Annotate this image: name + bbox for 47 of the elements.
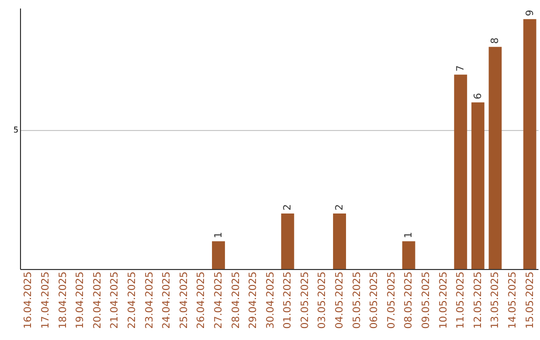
x-tick-label: 13.05.2025 [490, 272, 502, 329]
x-tick-label: 12.05.2025 [472, 272, 484, 329]
x-tick-label: 23.04.2025 [144, 272, 156, 329]
bar [488, 46, 502, 269]
x-tick-label: 18.04.2025 [58, 272, 69, 329]
x-tick-label: 07.05.2025 [386, 272, 398, 329]
x-tick-label: 25.04.2025 [178, 272, 190, 329]
bar [333, 213, 346, 269]
x-tick-label: 11.05.2025 [456, 272, 467, 329]
bar [454, 74, 468, 269]
x-tick-label: 09.05.2025 [421, 272, 432, 329]
x-tick-label: 22.04.2025 [126, 272, 138, 329]
x-tick-label: 24.04.2025 [162, 272, 173, 329]
bar [281, 213, 294, 269]
x-tick-label: 14.05.2025 [507, 272, 518, 329]
x-tick-label: 16.04.2025 [23, 272, 34, 329]
data-label: 7 [456, 65, 467, 72]
x-tick-label: 20.04.2025 [92, 272, 104, 329]
x-tick-label: 10.05.2025 [438, 272, 450, 329]
bar [523, 19, 536, 269]
x-tick-label: 03.05.2025 [317, 272, 328, 329]
x-tick-label: 05.05.2025 [352, 272, 363, 329]
data-label: 2 [282, 204, 294, 210]
x-tick-label: 04.05.2025 [334, 272, 346, 329]
x-tick-label: 01.05.2025 [282, 272, 294, 329]
data-label: 8 [490, 37, 502, 44]
x-tick-label: 19.04.2025 [75, 272, 86, 329]
data-label: 9 [524, 10, 536, 16]
x-tick-label: 02.05.2025 [300, 272, 311, 329]
data-label: 2 [334, 204, 346, 210]
bar [212, 241, 225, 269]
x-tick-label: 26.04.2025 [196, 272, 208, 329]
x-tick-label: 08.05.2025 [404, 272, 415, 329]
x-tick-label: 27.04.2025 [213, 272, 224, 329]
x-tick-label: 17.04.2025 [40, 272, 52, 329]
bar [471, 102, 484, 269]
x-tick-label: 15.05.2025 [524, 272, 536, 329]
x-tick-label: 21.04.2025 [110, 272, 121, 329]
x-tick-label: 29.04.2025 [248, 272, 260, 329]
data-label: 1 [404, 232, 415, 238]
bar [402, 241, 416, 269]
data-label: 6 [472, 93, 484, 100]
data-label: 1 [213, 232, 224, 238]
x-tick-label: 06.05.2025 [369, 272, 380, 329]
y-tick-label: 5 [13, 126, 18, 135]
x-tick-label: 30.04.2025 [265, 272, 276, 329]
x-tick-label: 28.04.2025 [230, 272, 242, 329]
